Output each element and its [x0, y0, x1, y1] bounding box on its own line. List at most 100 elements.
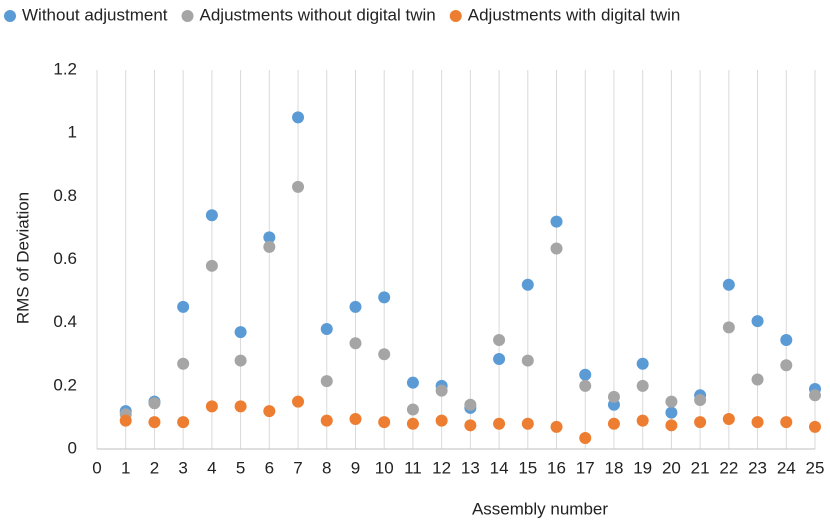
x-tick-label: 7	[293, 458, 302, 477]
x-tick-label: 1	[121, 458, 130, 477]
point	[665, 395, 678, 408]
y-tick-label: 0.4	[53, 312, 77, 331]
x-tick-label: 9	[351, 458, 360, 477]
point	[579, 431, 592, 444]
point	[636, 414, 649, 427]
point	[234, 400, 247, 413]
point	[607, 390, 620, 403]
point	[406, 403, 419, 416]
x-tick-label: 20	[662, 458, 681, 477]
point	[205, 259, 218, 272]
point	[205, 209, 218, 222]
point	[780, 416, 793, 429]
point	[751, 416, 764, 429]
y-tick-label: 0.6	[53, 249, 77, 268]
point	[234, 326, 247, 339]
x-tick-label: 0	[92, 458, 101, 477]
point	[751, 315, 764, 328]
point	[292, 111, 305, 124]
x-tick-label: 24	[777, 458, 796, 477]
y-tick-label: 0	[68, 438, 77, 457]
point	[550, 215, 563, 228]
point	[493, 352, 506, 365]
point	[722, 412, 735, 425]
point	[406, 376, 419, 389]
point	[521, 278, 534, 291]
point	[378, 416, 391, 429]
point	[177, 357, 190, 370]
point	[148, 416, 161, 429]
point	[406, 417, 419, 430]
x-tick-label: 8	[322, 458, 331, 477]
point	[177, 300, 190, 313]
point	[464, 398, 477, 411]
point	[148, 397, 161, 410]
point	[722, 278, 735, 291]
point	[349, 412, 362, 425]
point	[320, 322, 333, 335]
point	[550, 242, 563, 255]
x-tick-label: 16	[547, 458, 566, 477]
point	[292, 180, 305, 193]
point	[177, 416, 190, 429]
point	[464, 419, 477, 432]
point	[809, 389, 821, 402]
point	[550, 420, 563, 433]
x-tick-label: 17	[576, 458, 595, 477]
x-tick-label: 5	[236, 458, 245, 477]
legend-label: Without adjustment	[22, 5, 168, 24]
point	[607, 417, 620, 430]
point	[694, 416, 707, 429]
point	[349, 300, 362, 313]
x-tick-label: 10	[375, 458, 394, 477]
x-tick-label: 19	[633, 458, 652, 477]
y-tick-label: 1.2	[53, 59, 77, 78]
x-tick-label: 15	[518, 458, 537, 477]
point	[521, 354, 534, 367]
point	[665, 406, 678, 419]
point	[579, 368, 592, 381]
y-axis-label: RMS of Deviation	[13, 192, 32, 324]
legend-marker	[4, 10, 16, 22]
x-tick-label: 13	[461, 458, 480, 477]
legend-label: Adjustments with digital twin	[468, 5, 681, 24]
x-tick-label: 3	[178, 458, 187, 477]
y-tick-label: 0.8	[53, 186, 77, 205]
x-tick-label: 12	[432, 458, 451, 477]
point	[263, 405, 276, 418]
y-tick-label: 1	[68, 123, 77, 142]
point	[263, 231, 276, 244]
x-tick-label: 11	[404, 458, 422, 477]
point	[435, 414, 448, 427]
point	[263, 240, 276, 253]
point	[579, 379, 592, 392]
x-tick-label: 2	[150, 458, 159, 477]
point	[636, 379, 649, 392]
point	[205, 400, 218, 413]
point	[349, 337, 362, 350]
x-tick-label: 22	[719, 458, 738, 477]
point	[493, 417, 506, 430]
legend-marker	[449, 10, 462, 22]
point	[320, 414, 333, 427]
x-tick-label: 23	[748, 458, 767, 477]
point	[378, 348, 391, 361]
point	[809, 420, 821, 433]
x-tick-label: 18	[604, 458, 623, 477]
point	[378, 291, 391, 304]
point	[722, 321, 735, 334]
point	[493, 334, 506, 347]
x-tick-label: 25	[806, 458, 825, 477]
point	[292, 395, 305, 408]
point	[694, 394, 707, 407]
point	[435, 384, 448, 397]
point	[119, 414, 132, 427]
point	[780, 334, 793, 347]
x-tick-label: 14	[490, 458, 509, 477]
point	[234, 354, 247, 367]
point	[521, 417, 534, 430]
y-tick-label: 0.2	[53, 375, 77, 394]
point	[636, 357, 649, 370]
point	[665, 419, 678, 432]
